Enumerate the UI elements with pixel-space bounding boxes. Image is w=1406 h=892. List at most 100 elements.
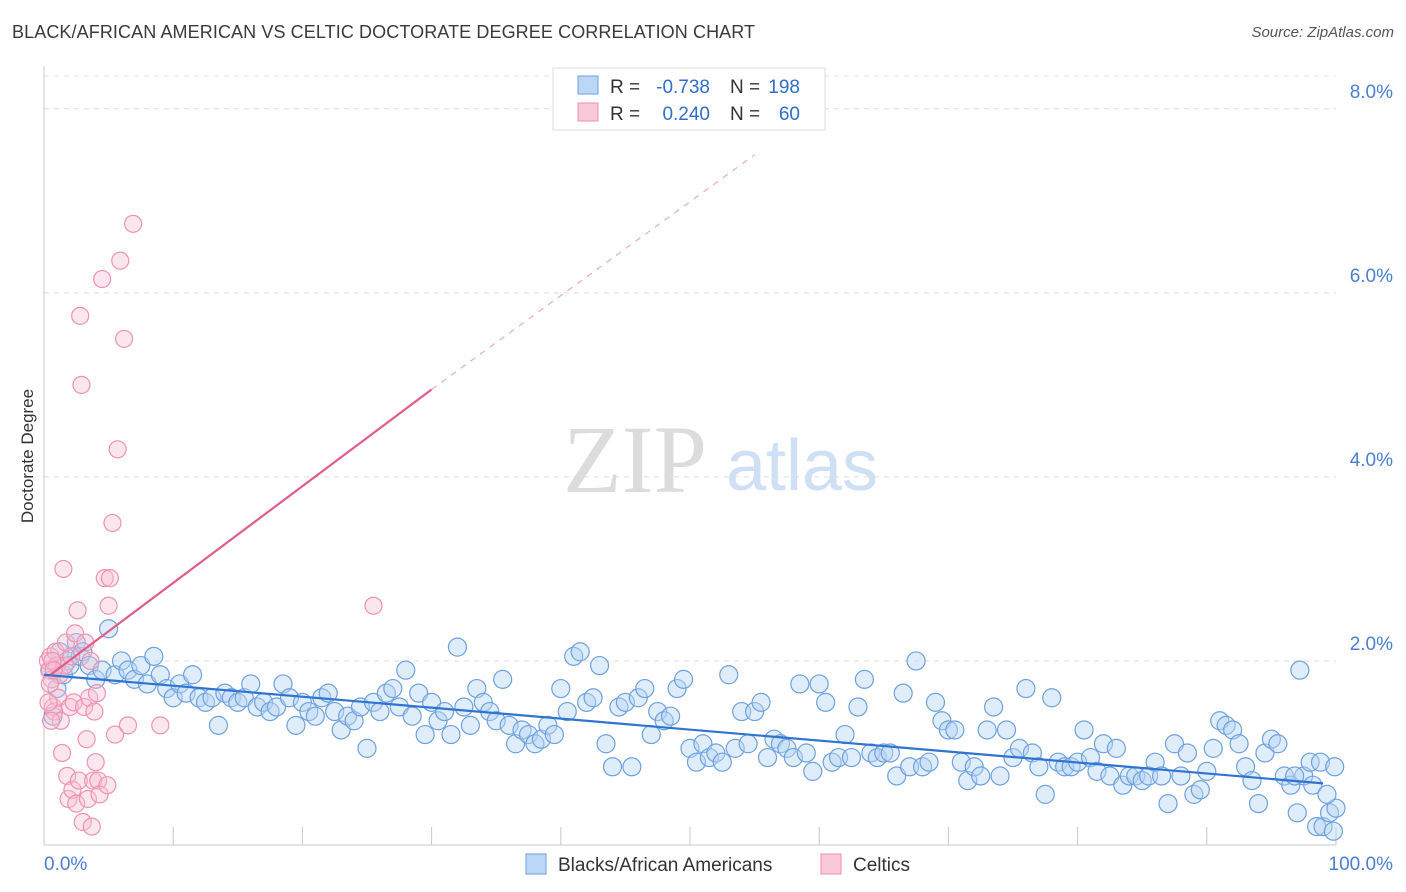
stats-r-value-1: -0.738 (656, 77, 710, 98)
data-point-blacks (719, 665, 739, 685)
data-point-blacks (984, 697, 1004, 717)
data-point-celtics (81, 651, 100, 671)
data-point-blacks (1317, 784, 1337, 804)
data-point-blacks (1300, 752, 1320, 772)
data-point-blacks (1190, 780, 1210, 800)
trend-line-blacks (43, 673, 1324, 785)
data-point-celtics (58, 766, 77, 786)
data-point-celtics (86, 753, 105, 772)
y-axis-label: Doctorate Degree (18, 389, 37, 523)
stats-n-label-1: N = (730, 77, 760, 98)
data-point-celtics (52, 743, 72, 763)
watermark-zip: ZIP (563, 406, 707, 513)
data-point-celtics (124, 214, 143, 233)
data-point-blacks (583, 688, 603, 708)
legend-swatch-blacks (525, 853, 547, 875)
data-point-blacks (673, 669, 694, 689)
data-point-blacks (305, 706, 325, 726)
data-point-blacks (441, 724, 461, 745)
legend-label-celtics: Celtics (853, 855, 910, 876)
data-point-blacks (396, 660, 416, 680)
data-point-blacks (1303, 775, 1323, 795)
data-point-blacks (880, 743, 900, 763)
data-point-celtics (67, 794, 86, 813)
data-point-blacks (1325, 757, 1345, 777)
data-point-blacks (1287, 803, 1307, 823)
data-point-celtics (115, 329, 134, 348)
series-celtics-points (38, 214, 383, 836)
data-point-blacks (1323, 821, 1344, 841)
data-point-blacks (409, 683, 429, 703)
data-point-celtics (69, 771, 88, 790)
data-point-celtics (105, 725, 125, 744)
data-point-blacks (1029, 757, 1049, 777)
legend-label-blacks: Blacks/African Americans (558, 855, 772, 876)
source-label: Source: ZipAtlas.com (1251, 24, 1394, 41)
data-point-blacks (602, 757, 623, 777)
gridlines (44, 75, 1336, 662)
stats-legend: R = -0.738 N = 198 R = 0.240 N = 60 (552, 67, 826, 131)
y-tick-label: 4.0% (1350, 450, 1393, 471)
data-point-celtics (72, 375, 91, 394)
data-point-celtics (111, 251, 130, 270)
data-point-blacks (925, 692, 946, 712)
data-point-blacks (1164, 734, 1185, 754)
data-point-blacks (447, 637, 468, 657)
data-point-blacks (738, 734, 758, 754)
data-point-blacks (286, 715, 306, 735)
series-blacks-points (40, 619, 1346, 841)
data-point-blacks (208, 715, 229, 735)
data-point-blacks (596, 734, 616, 754)
stats-r-value-2: 0.240 (662, 104, 710, 125)
data-point-celtics (90, 785, 109, 804)
data-point-blacks (1248, 793, 1269, 814)
stats-legend-swatch-blue (577, 75, 599, 95)
data-point-blacks (1326, 798, 1346, 818)
data-point-blacks (790, 674, 810, 694)
data-point-blacks (1074, 720, 1094, 740)
data-point-blacks (641, 724, 661, 745)
data-point-celtics (42, 711, 61, 730)
data-point-celtics (98, 776, 117, 795)
stats-n-value-2: 60 (779, 104, 800, 125)
data-point-blacks (757, 747, 778, 768)
data-point-blacks (803, 761, 823, 781)
y-tick-label: 2.0% (1350, 634, 1393, 655)
data-point-blacks (971, 766, 991, 786)
data-point-blacks (370, 701, 390, 722)
data-point-blacks (131, 655, 151, 676)
chart-title: BLACK/AFRICAN AMERICAN VS CELTIC DOCTORA… (12, 22, 756, 42)
data-point-celtics (54, 559, 73, 579)
data-point-blacks (919, 752, 939, 772)
data-point-blacks (1100, 766, 1120, 786)
data-point-celtics (100, 569, 119, 588)
data-point-blacks (570, 642, 590, 662)
data-point-blacks (266, 697, 287, 717)
data-point-celtics (62, 647, 81, 666)
data-point-celtics (73, 812, 92, 832)
data-point-celtics (85, 702, 104, 721)
data-point-celtics (43, 651, 62, 671)
data-point-celtics (103, 513, 122, 533)
data-point-celtics (74, 697, 94, 717)
tick-labels: 2.0% 4.0% 6.0% 8.0% 0.0% 100.0% (44, 82, 1393, 875)
data-point-celtics (108, 440, 127, 459)
x-tick-label: 100.0% (1329, 854, 1394, 875)
stats-r-label-1: R = (610, 77, 640, 98)
data-point-celtics (151, 716, 170, 735)
data-point-blacks (996, 720, 1017, 740)
data-point-blacks (796, 743, 816, 763)
trend-line-celtics (49, 388, 433, 676)
data-point-blacks (402, 706, 422, 726)
data-point-blacks (1290, 660, 1310, 680)
data-point-blacks (460, 715, 480, 735)
data-point-blacks (454, 697, 474, 717)
data-point-blacks (906, 651, 926, 671)
data-point-blacks (841, 747, 862, 768)
data-point-celtics (95, 569, 114, 588)
data-point-blacks (1177, 743, 1198, 763)
data-point-blacks (835, 724, 855, 745)
data-point-celtics (78, 789, 98, 809)
data-point-blacks (854, 669, 875, 689)
data-point-blacks (809, 674, 829, 694)
